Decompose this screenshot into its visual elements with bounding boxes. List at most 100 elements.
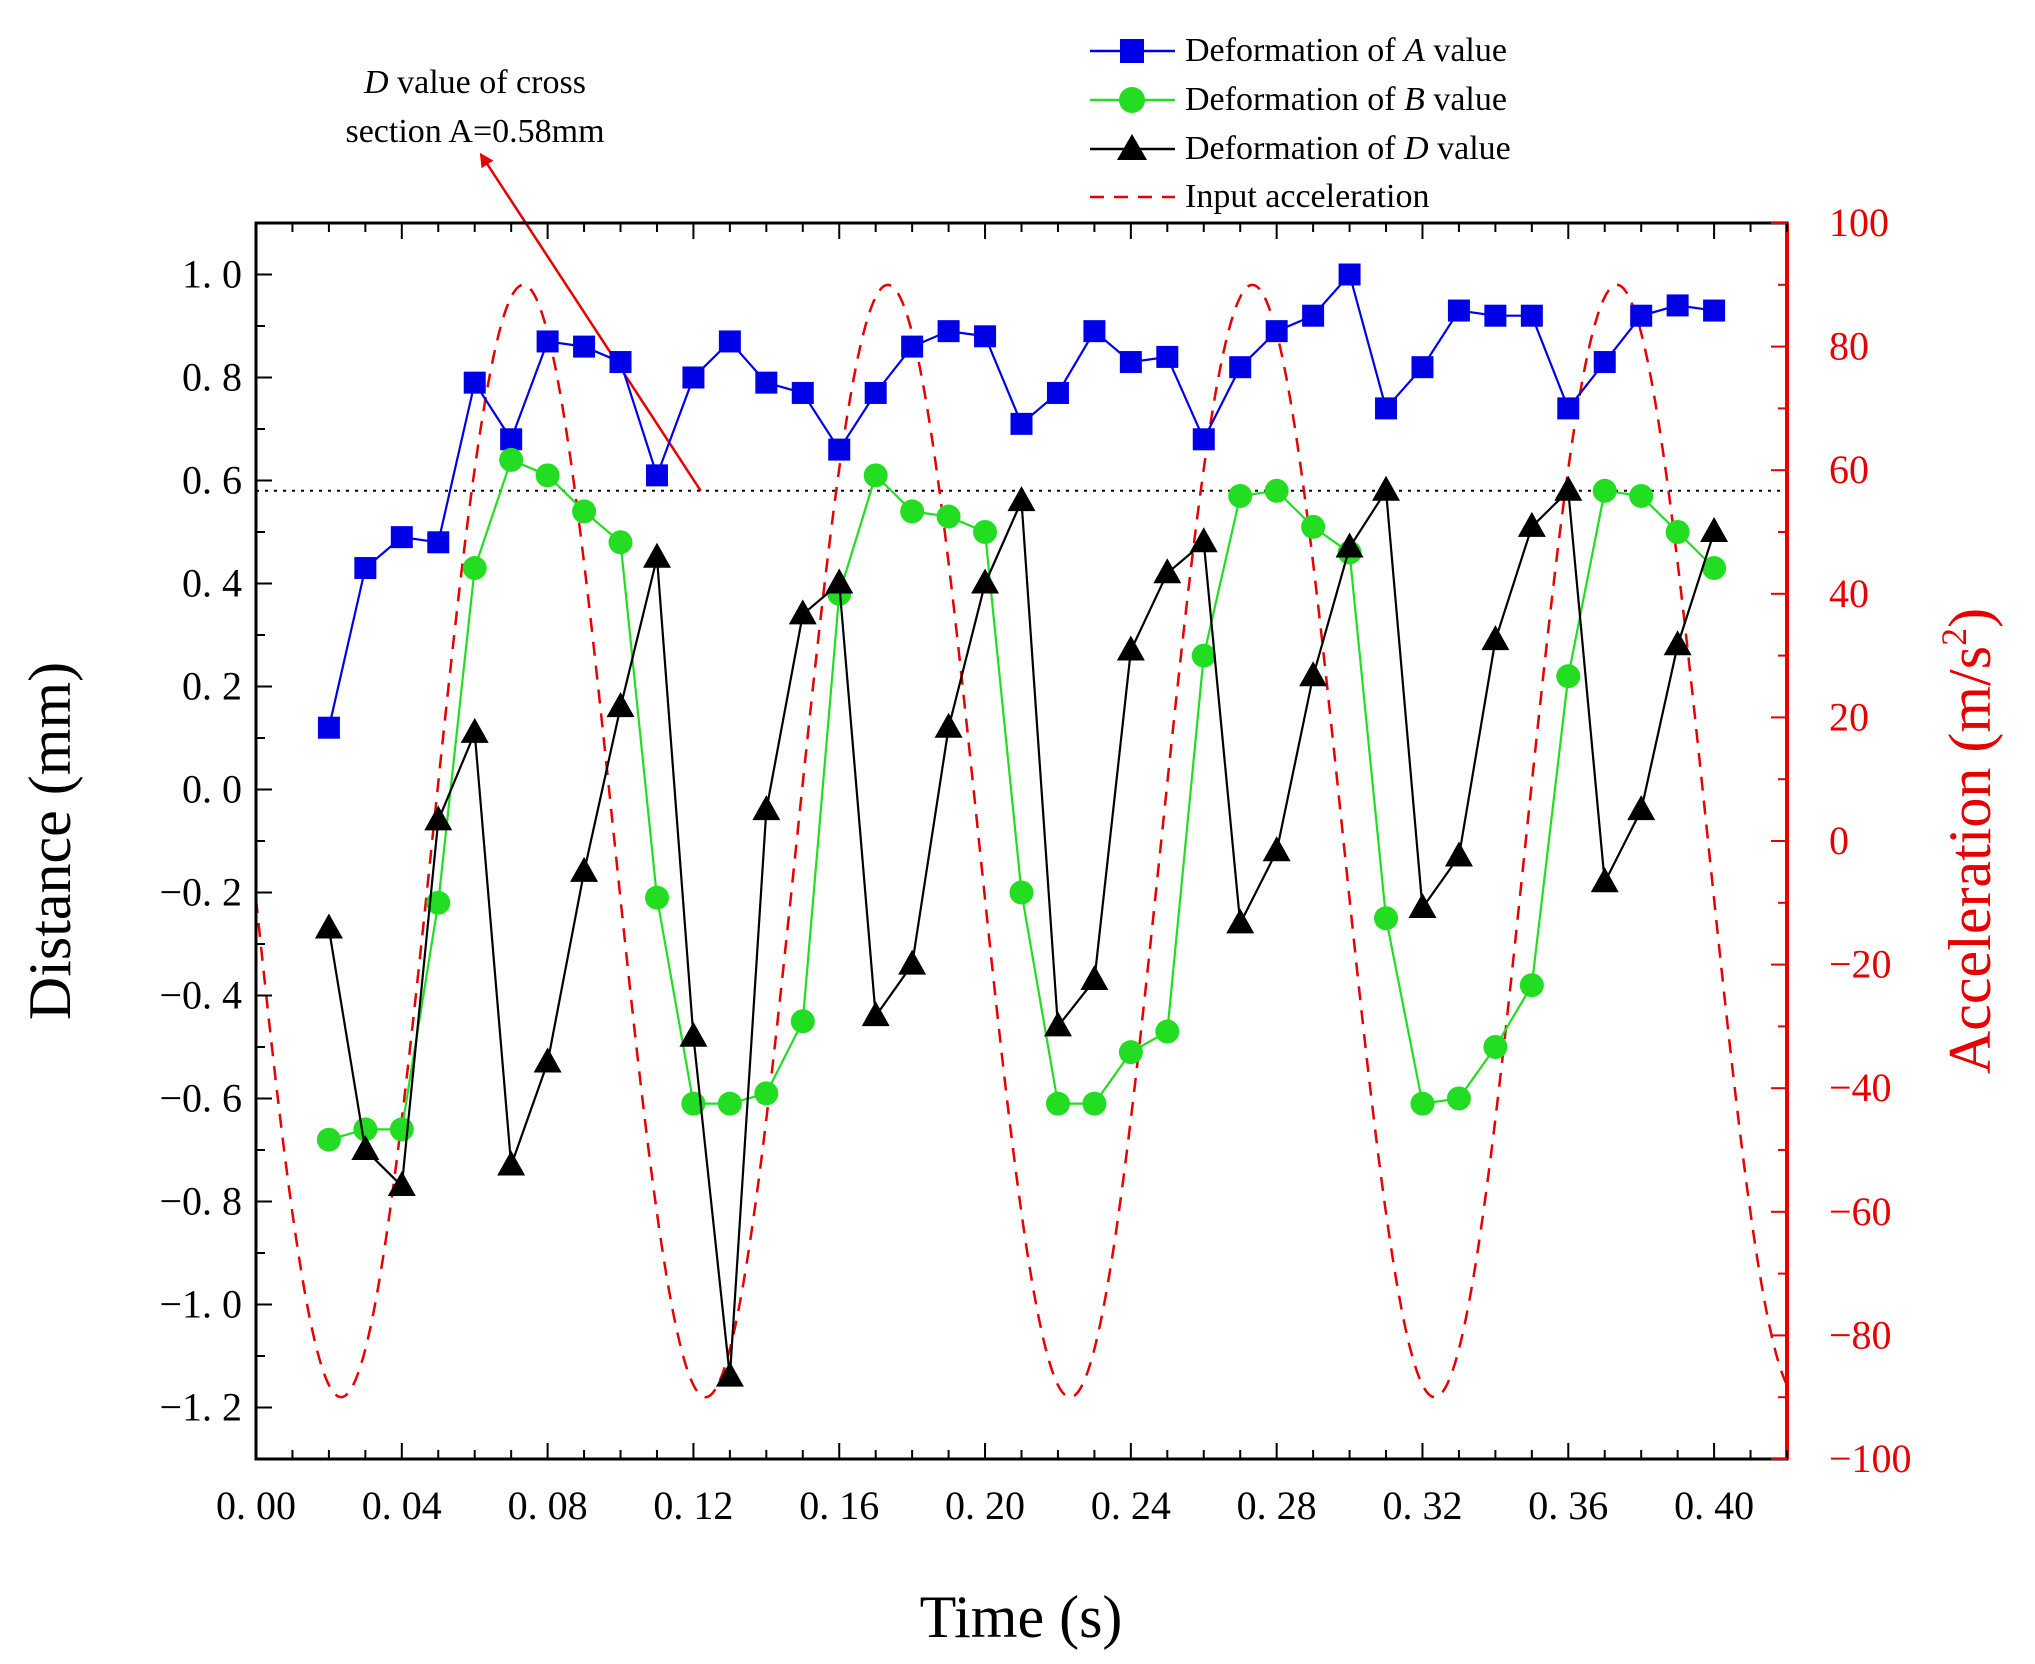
series-d-point <box>1262 836 1291 862</box>
series-b-point <box>717 1091 742 1116</box>
series-b-point <box>1665 520 1690 544</box>
y-left-tick-label: 1. 0 <box>182 252 242 297</box>
series-d-point <box>1080 965 1109 991</box>
series-d-point <box>606 692 635 718</box>
series-d-point <box>788 599 817 625</box>
series-b-point <box>1045 1091 1070 1116</box>
y-right-axis-title: Acceleration (m/s2) <box>1934 608 2003 1074</box>
series-a-point <box>427 531 450 554</box>
series-d-point <box>387 1171 416 1197</box>
series-b-point <box>1082 1091 1107 1116</box>
series-b-point <box>1592 478 1617 503</box>
x-tick-label: 0. 32 <box>1382 1483 1462 1528</box>
series-a-point <box>791 381 814 404</box>
series-d-point <box>1299 661 1328 687</box>
series-a-point <box>718 330 741 353</box>
series-b <box>316 447 1727 1152</box>
series-a-point <box>609 351 632 374</box>
x-tick-label: 0. 28 <box>1237 1483 1317 1528</box>
x-tick-label: 0. 24 <box>1091 1483 1171 1528</box>
y-right-axis: 100 80 60 40 20 0 −20 −40 −60 −80 −100 <box>1771 200 1912 1481</box>
series-d-point <box>1517 511 1546 537</box>
series-b-point <box>1264 478 1289 503</box>
series-d-point <box>1153 558 1182 584</box>
series-b-point <box>1118 1040 1143 1065</box>
series-b-point <box>1191 643 1216 668</box>
series-a-point <box>645 464 668 487</box>
svg-text:Deformation of A value: Deformation of A value <box>1185 32 1507 69</box>
series-a-point <box>974 325 997 348</box>
y-left-tick-label: −0. 2 <box>159 870 242 915</box>
series-d-point <box>1481 625 1510 651</box>
series-d-point <box>1408 892 1437 918</box>
svg-text:Deformation of B value: Deformation of B value <box>1185 81 1507 118</box>
series-d-point <box>497 1150 526 1176</box>
annotation: D value of cross section A=0.58mm <box>345 64 702 492</box>
series-b-point <box>1519 973 1544 998</box>
series-a-point <box>1593 351 1616 374</box>
series-b-point <box>1009 880 1034 905</box>
series-d-point <box>1627 795 1656 821</box>
y-right-tick-label: −40 <box>1829 1065 1892 1110</box>
series-d-point <box>1554 475 1583 501</box>
series-a-point <box>390 526 413 549</box>
series-a-point <box>1302 304 1325 327</box>
legend-d-prefix: Deformation of <box>1185 130 1404 167</box>
series-b-point <box>462 556 487 581</box>
x-tick-label: 0. 20 <box>945 1483 1025 1528</box>
x-tick-label: 0. 40 <box>1674 1483 1754 1528</box>
series-layer <box>314 263 1729 1387</box>
series-a-point <box>1265 320 1288 343</box>
y-left-tick-label: −0. 4 <box>159 973 242 1018</box>
series-d-point <box>752 795 781 821</box>
series-a-point <box>1046 381 1069 404</box>
series-d-point <box>1700 517 1729 542</box>
x-tick-label: 0. 16 <box>799 1483 879 1528</box>
series-b-point <box>572 499 597 524</box>
series-a-point <box>500 428 523 451</box>
series-a-point <box>1119 351 1142 374</box>
x-tick-label: 0. 08 <box>508 1483 588 1528</box>
y-right-tick-label: 40 <box>1829 571 1869 616</box>
series-d-point <box>1590 867 1619 893</box>
series-b-point <box>790 1009 815 1034</box>
series-d-point <box>861 1001 890 1027</box>
y-right-tick-label: −100 <box>1829 1436 1912 1481</box>
series-a-point <box>1192 428 1215 451</box>
series-d-line <box>327 487 1716 1377</box>
series-d-point <box>934 712 963 738</box>
series-b-point <box>1155 1019 1180 1044</box>
series-d-point <box>971 568 1000 594</box>
y-left-tick-label: 0. 4 <box>182 561 242 606</box>
series-a-point <box>1666 294 1689 317</box>
legend: Deformation of A value Deformation of B … <box>1090 32 1511 215</box>
legend-item-acceleration: Input acceleration <box>1090 178 1429 215</box>
y-right-tick-label: −80 <box>1829 1312 1892 1357</box>
y-left-tick-label: −0. 8 <box>159 1179 242 1224</box>
series-d-point <box>1663 630 1692 656</box>
series-b-point <box>1374 906 1399 931</box>
series-a <box>317 263 1726 739</box>
series-d-point <box>424 805 453 831</box>
y-left-tick-label: 0. 8 <box>182 355 242 400</box>
series-d-point <box>825 568 854 594</box>
x-tick-label: 0. 00 <box>216 1483 296 1528</box>
x-axis: 0. 00 0. 04 0. 08 0. 12 0. 16 0. 20 0. 24 0. 28… <box>216 223 1788 1528</box>
series-b-point <box>936 504 961 529</box>
y-left-axis-title: Distance (mm) <box>17 662 83 1020</box>
series-d-point <box>1335 532 1364 558</box>
x-axis-title: Time (s) <box>920 1584 1123 1650</box>
series-b-point <box>644 885 669 910</box>
svg-text:Deformation of D value: Deformation of D value <box>1185 130 1511 167</box>
series-acceleration-line <box>256 283 1787 1399</box>
series-b-point <box>1228 483 1253 508</box>
series-d-point <box>679 1021 708 1047</box>
y-left-tick-label: 0. 2 <box>182 664 242 709</box>
series-a-point <box>864 381 887 404</box>
series-d-point <box>351 1135 380 1160</box>
series-b-point <box>863 463 888 488</box>
series-a-point <box>354 557 377 580</box>
series-b-point <box>389 1117 414 1142</box>
y-left-tick-label: −1. 0 <box>159 1282 242 1327</box>
